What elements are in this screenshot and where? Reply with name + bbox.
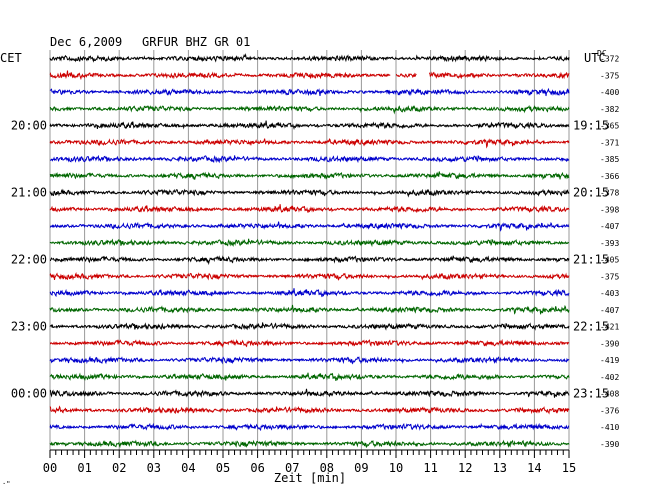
dc-offset-label: -382 bbox=[600, 105, 619, 114]
seismic-trace bbox=[49, 204, 570, 214]
left-time-label: 23:00 bbox=[11, 320, 47, 334]
dc-offset-label: -403 bbox=[600, 289, 619, 298]
x-tick-label: 00 bbox=[43, 461, 57, 475]
dc-offset-labels: -372 -375 -400 -382 -365 -371 -385 -366 -378 -398… bbox=[600, 55, 619, 449]
dc-offset-label: -371 bbox=[600, 138, 619, 147]
dc-offset-label: -407 bbox=[600, 222, 619, 231]
dc-offset-label: -372 bbox=[600, 55, 619, 64]
seismic-trace bbox=[49, 138, 570, 149]
x-tick-label: 10 bbox=[389, 461, 403, 475]
left-time-labels: 20:00 21:00 22:00 23:00 00:00 bbox=[11, 119, 47, 401]
x-tick-label: 11 bbox=[423, 461, 437, 475]
seismic-trace bbox=[49, 322, 570, 331]
dc-offset-label: -402 bbox=[600, 373, 619, 382]
dc-offset-label: -419 bbox=[600, 356, 619, 365]
seismic-trace bbox=[49, 338, 570, 349]
x-tick-label: 03 bbox=[147, 461, 161, 475]
seismic-trace bbox=[49, 238, 570, 248]
seismogram-traces bbox=[49, 52, 570, 449]
seismic-trace bbox=[49, 304, 570, 315]
seismic-trace bbox=[49, 288, 570, 298]
left-time-label: 22:00 bbox=[11, 253, 47, 267]
right-timezone-label: UTC bbox=[584, 51, 606, 65]
x-tick-label: 15 bbox=[562, 461, 576, 475]
right-time-label: 21:15 bbox=[573, 253, 609, 267]
left-time-label: 21:00 bbox=[11, 186, 47, 200]
seismic-trace bbox=[49, 188, 570, 198]
seismic-trace bbox=[49, 70, 570, 81]
dc-offset-label: -400 bbox=[600, 88, 619, 97]
dc-offset-label: -393 bbox=[600, 239, 619, 248]
seismic-trace bbox=[49, 52, 570, 63]
dc-offset-label: -398 bbox=[600, 205, 619, 214]
x-tick-label: 07 bbox=[285, 461, 299, 475]
right-time-label: 23:15 bbox=[573, 387, 609, 401]
x-tick-label: 13 bbox=[493, 461, 507, 475]
right-time-label: 19:15 bbox=[573, 119, 609, 133]
seismic-trace bbox=[49, 87, 570, 97]
seismic-trace bbox=[49, 271, 570, 281]
x-tick-label: 02 bbox=[112, 461, 126, 475]
x-tick-label: 08 bbox=[320, 461, 334, 475]
seismic-trace bbox=[49, 255, 570, 266]
dc-offset-label: -407 bbox=[600, 306, 619, 315]
seismic-trace bbox=[49, 221, 570, 232]
dc-offset-label: -375 bbox=[600, 71, 619, 80]
grid-lines bbox=[49, 50, 570, 450]
dc-header-label: DC bbox=[597, 49, 607, 58]
header-date: Dec 6,2009 bbox=[50, 35, 122, 49]
seismic-trace bbox=[49, 372, 570, 382]
dc-offset-label: -375 bbox=[600, 272, 619, 281]
left-timezone-label: CET bbox=[0, 51, 22, 65]
x-tick-label: 05 bbox=[216, 461, 230, 475]
seismic-trace bbox=[49, 154, 570, 164]
seismic-trace bbox=[49, 120, 570, 130]
dc-offset-label: -390 bbox=[600, 339, 619, 348]
dc-offset-label: -385 bbox=[600, 155, 619, 164]
right-time-label: 20:15 bbox=[573, 186, 609, 200]
x-tick-labels: 00 01 02 03 04 05 06 07 08 09 10 11 12 13 14 15 bbox=[43, 461, 576, 475]
left-time-label: 00:00 bbox=[11, 387, 47, 401]
right-time-labels: 19:15 20:15 21:15 22:15 23:15 bbox=[573, 119, 609, 401]
dc-offset-label: -408 bbox=[600, 390, 619, 399]
x-axis-ticks bbox=[49, 449, 570, 458]
dc-offset-label: -378 bbox=[600, 189, 619, 198]
seismic-trace bbox=[49, 171, 570, 181]
seismic-trace bbox=[49, 355, 570, 365]
x-tick-label: 12 bbox=[458, 461, 472, 475]
header-station: GRFUR BHZ GR 01 bbox=[142, 35, 250, 49]
seismic-trace bbox=[49, 388, 570, 398]
right-time-label: 22:15 bbox=[573, 320, 609, 334]
x-tick-label: 04 bbox=[181, 461, 195, 475]
x-tick-label: 14 bbox=[527, 461, 541, 475]
x-tick-label: 09 bbox=[354, 461, 368, 475]
x-axis-title: Zeit [min] bbox=[274, 471, 346, 485]
x-tick-label: 06 bbox=[250, 461, 264, 475]
left-time-label: 20:00 bbox=[11, 119, 47, 133]
dc-offset-label: -376 bbox=[600, 406, 619, 415]
x-tick-label: 01 bbox=[77, 461, 91, 475]
dc-offset-label: -410 bbox=[600, 423, 619, 432]
dc-offset-label: -405 bbox=[600, 256, 619, 265]
seismic-trace bbox=[49, 405, 570, 415]
dc-offset-label: -421 bbox=[600, 323, 619, 332]
dc-offset-label: -390 bbox=[600, 440, 619, 449]
seismic-trace bbox=[49, 422, 570, 431]
dc-offset-label: -366 bbox=[600, 172, 619, 181]
seismic-trace bbox=[49, 104, 570, 115]
seismic-trace bbox=[49, 439, 570, 449]
dc-offset-label: -365 bbox=[600, 122, 619, 131]
corner-mark: ·" bbox=[2, 480, 10, 488]
